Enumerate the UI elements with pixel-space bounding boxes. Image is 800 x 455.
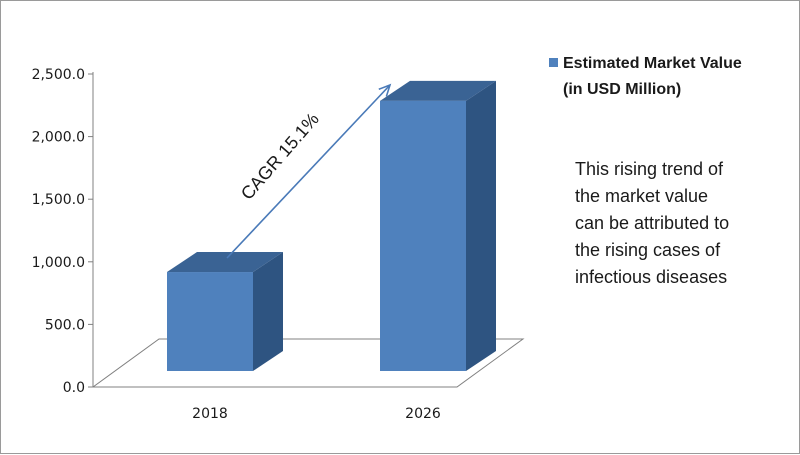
trend-note-line-4: the rising cases of [575, 240, 721, 260]
bar-2026 [380, 80, 496, 372]
trend-note-line-1: This rising trend of [575, 159, 724, 179]
x-axis-categories: 2018 2026 [192, 406, 441, 422]
legend-label-line-2: (in USD Million) [563, 81, 681, 98]
bar-top [167, 252, 283, 273]
bars [167, 80, 496, 372]
trend-note-line-2: the market value [575, 186, 708, 206]
y-tick-label: 0.0 [63, 380, 85, 396]
legend-swatch [549, 58, 558, 67]
y-axis-ticks: 0.0 500.0 1,000.0 1,500.0 2,000.0 2,500.0 [32, 67, 93, 396]
trend-note-line-5: infectious diseases [575, 267, 727, 287]
cagr-arrow-line [226, 84, 391, 259]
y-tick-label: 2,500.0 [32, 67, 85, 83]
legend: Estimated Market Value (in USD Million) [549, 55, 742, 98]
y-tick-label: 1,000.0 [32, 255, 85, 271]
bar-2018 [167, 252, 283, 371]
trend-note: This rising trend of the market value ca… [575, 159, 729, 287]
bar-top [380, 80, 496, 101]
x-tick-label: 2026 [405, 406, 441, 422]
chart-floor [91, 338, 525, 388]
y-tick-label: 1,500.0 [32, 192, 85, 208]
cagr-arrow [226, 83, 392, 259]
bar-side [466, 80, 496, 372]
bar-side [253, 252, 283, 371]
legend-label-line-1: Estimated Market Value [563, 55, 742, 72]
cagr-arrow-head [378, 83, 392, 97]
y-tick-label: 500.0 [45, 317, 85, 333]
axes [91, 72, 525, 388]
y-tick-label: 2,000.0 [32, 130, 85, 146]
bar-front [380, 100, 466, 372]
trend-note-line-3: can be attributed to [575, 213, 729, 233]
x-tick-label: 2018 [192, 406, 228, 422]
cagr-annotation: CAGR 15.1% [237, 109, 323, 204]
bar-front [167, 272, 253, 371]
